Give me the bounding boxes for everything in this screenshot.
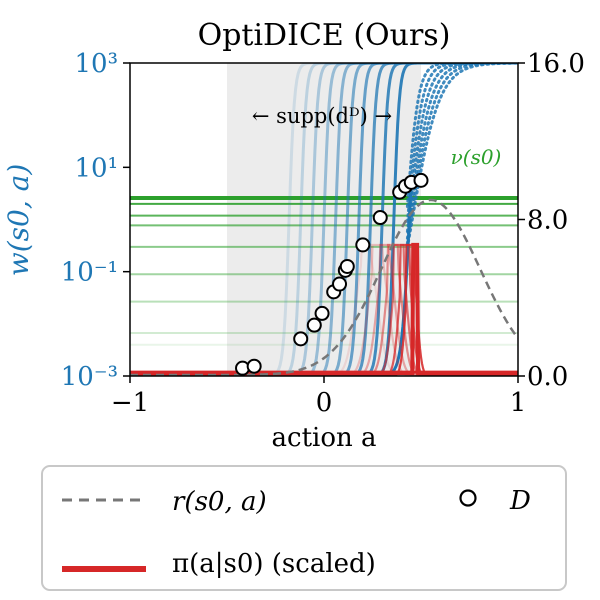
dataset-point	[372, 210, 388, 226]
reward-curve	[130, 198, 518, 376]
w-curve	[130, 63, 518, 376]
pi-curve	[130, 242, 518, 376]
y-left-tick-label: 10³	[74, 49, 118, 79]
dataset-point	[314, 305, 330, 321]
y-right-tick-label: 0.0	[527, 362, 568, 392]
legend-dataset-label: D	[509, 486, 531, 516]
y-right-tick-label: 8.0	[527, 206, 568, 236]
legend-dataset-marker	[459, 489, 477, 507]
support-label: ← supp(dᴰ) →	[252, 104, 392, 128]
dataset-point	[339, 258, 355, 274]
dataset-point	[246, 358, 262, 374]
y-left-tick-label: 10¹	[74, 153, 118, 183]
y-right-tick-label: 16.0	[527, 49, 585, 79]
x-axis-label: action a	[272, 423, 377, 453]
x-tick-label: 0	[316, 388, 333, 418]
legend-reward-label: r(s0, a)	[172, 487, 267, 517]
dataset-point	[332, 276, 348, 292]
w-curve	[130, 63, 518, 376]
legend: r(s0, a) D π(a|s0) (scaled)	[41, 465, 567, 591]
y-left-tick-label: 10⁻³	[61, 362, 118, 392]
y-left-tick-label: 10⁻¹	[61, 258, 118, 288]
axes: −1 0 1 10⁻³ 10⁻¹ 10¹ 10³ 0.0 8.0 16.0	[61, 49, 585, 418]
legend-box	[41, 465, 567, 591]
dataset-point	[293, 331, 309, 347]
nu-label: ν(s0)	[451, 145, 502, 169]
x-tick-label: 1	[510, 388, 527, 418]
y-axis-label-left: w(s0, a)	[2, 164, 35, 277]
dataset-point	[306, 317, 322, 333]
dataset-point	[355, 237, 371, 253]
chart-title: OptiDICE (Ours)	[198, 18, 451, 53]
dataset-point	[413, 172, 429, 188]
x-tick-label: −1	[111, 388, 149, 418]
legend-policy-label: π(a|s0) (scaled)	[172, 549, 376, 579]
